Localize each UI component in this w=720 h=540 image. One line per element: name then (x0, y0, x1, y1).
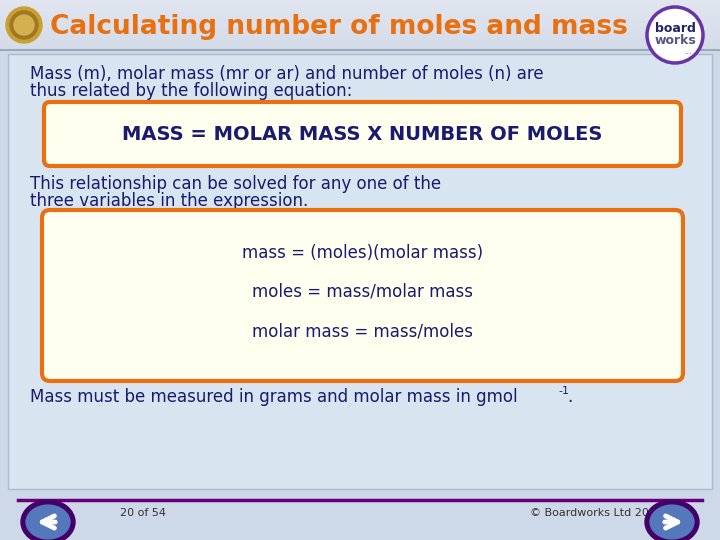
Bar (0, 28, 720, 29)
Bar (0, 29, 720, 30)
Bar (0, 11, 720, 12)
Bar (0, 36, 720, 37)
Bar (0, 45, 720, 46)
Ellipse shape (21, 500, 75, 540)
Ellipse shape (24, 503, 72, 540)
FancyBboxPatch shape (8, 54, 712, 489)
Ellipse shape (648, 503, 696, 540)
Bar (0, 35, 720, 36)
Bar (0, 0, 720, 1)
Bar (0, 47, 720, 48)
Bar (0, 10, 720, 11)
Bar (0, 3, 720, 4)
Text: Mass (m), molar mass (mr or ar) and number of moles (n) are: Mass (m), molar mass (mr or ar) and numb… (30, 65, 544, 83)
Text: This relationship can be solved for any one of the: This relationship can be solved for any … (30, 175, 441, 193)
Text: Mass must be measured in grams and molar mass in gmol: Mass must be measured in grams and molar… (30, 388, 518, 406)
Bar (0, 30, 720, 31)
Bar (0, 49, 720, 50)
Bar (0, 34, 720, 35)
Bar (0, 8, 720, 9)
Bar (0, 15, 720, 16)
Bar (0, 24, 720, 25)
Text: 20 of 54: 20 of 54 (120, 508, 166, 518)
Bar (0, 4, 720, 5)
Bar (0, 1, 720, 2)
Text: three variables in the expression.: three variables in the expression. (30, 192, 308, 210)
FancyBboxPatch shape (44, 102, 681, 166)
Text: works: works (654, 35, 696, 48)
Circle shape (10, 11, 38, 39)
Bar (0, 21, 720, 22)
Bar (0, 14, 720, 15)
Bar (0, 39, 720, 40)
Text: © Boardworks Ltd 2007: © Boardworks Ltd 2007 (530, 508, 663, 518)
Text: Calculating number of moles and mass: Calculating number of moles and mass (50, 14, 628, 40)
Text: .: . (567, 388, 572, 406)
Bar (0, 6, 720, 7)
Circle shape (6, 7, 42, 43)
Bar (0, 18, 720, 19)
Text: -1: -1 (558, 386, 569, 396)
Bar (0, 26, 720, 27)
Text: MASS = MOLAR MASS X NUMBER OF MOLES: MASS = MOLAR MASS X NUMBER OF MOLES (122, 125, 603, 144)
Bar (0, 43, 720, 44)
Bar (0, 17, 720, 18)
Bar (0, 41, 720, 42)
Bar (0, 12, 720, 13)
Ellipse shape (645, 500, 699, 540)
Bar (0, 38, 720, 39)
Circle shape (647, 7, 703, 63)
Bar (0, 5, 720, 6)
Bar (0, 27, 720, 28)
Bar (0, 16, 720, 17)
Bar (0, 9, 720, 10)
Text: thus related by the following equation:: thus related by the following equation: (30, 82, 352, 100)
Bar (0, 25, 720, 26)
FancyBboxPatch shape (42, 210, 683, 381)
Bar (0, 13, 720, 14)
Bar (0, 33, 720, 34)
Text: mass = (moles)(molar mass): mass = (moles)(molar mass) (242, 244, 483, 262)
Bar (0, 31, 720, 32)
Text: ...: ... (684, 46, 692, 56)
Bar (0, 2, 720, 3)
Text: board: board (654, 23, 696, 36)
Bar (0, 44, 720, 45)
Text: molar mass = mass/moles: molar mass = mass/moles (252, 322, 473, 340)
Bar (0, 42, 720, 43)
Text: moles = mass/molar mass: moles = mass/molar mass (252, 283, 473, 301)
Bar (0, 22, 720, 23)
Bar (0, 20, 720, 21)
Bar (0, 40, 720, 41)
Bar (0, 32, 720, 33)
Bar (0, 37, 720, 38)
Bar (0, 19, 720, 20)
Bar (0, 7, 720, 8)
Circle shape (14, 15, 34, 35)
Bar (0, 48, 720, 49)
Bar (0, 23, 720, 24)
Bar (0, 46, 720, 47)
